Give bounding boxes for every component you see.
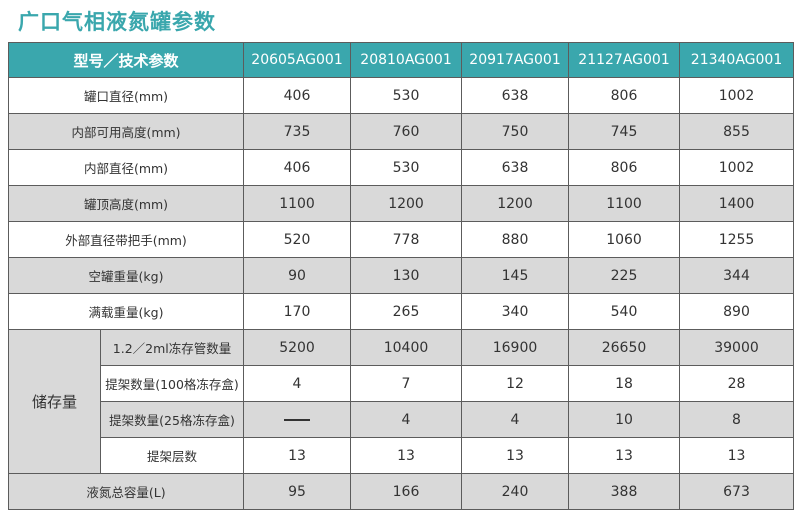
cell: 13 [568, 437, 681, 474]
cell: 1200 [461, 185, 570, 222]
cell: 13 [243, 437, 352, 474]
cell: 95 [243, 473, 352, 510]
cell: 745 [568, 113, 681, 150]
cell: 12 [461, 365, 570, 402]
cell: 265 [350, 293, 463, 330]
cell: 673 [679, 473, 795, 510]
row-label: 内部直径(mm) [7, 149, 245, 186]
row-label: 空罐重量(kg) [7, 257, 245, 294]
row-label: 提架层数 [99, 437, 245, 474]
row-label: 外部直径带把手(mm) [7, 221, 245, 258]
cell: 1060 [568, 221, 681, 258]
model-header: 21340AG001 [679, 42, 795, 78]
cell: 90 [243, 257, 352, 294]
cell: 540 [568, 293, 681, 330]
table-row: 液氮总容量(L) 95 166 240 388 673 [7, 473, 795, 510]
cell: 8 [679, 401, 795, 438]
cell: 530 [350, 77, 463, 114]
table-row: 提架层数 13 13 13 13 13 [9, 437, 795, 474]
cell: 26650 [568, 329, 681, 366]
table-row: 提架数量(100格冻存盒) 4 7 12 18 28 [9, 365, 795, 402]
cell: 1002 [679, 149, 795, 186]
row-label: 罐顶高度(mm) [7, 185, 245, 222]
table-row: 内部直径(mm) 406 530 638 806 1002 [7, 149, 795, 186]
cell: 1255 [679, 221, 795, 258]
cell: 806 [568, 77, 681, 114]
cell: 13 [461, 437, 570, 474]
table-row: 储存量 1.2／2ml冻存管数量 5200 10400 16900 26650 … [8, 329, 795, 474]
cell: 638 [461, 149, 570, 186]
row-label: 罐口直径(mm) [7, 77, 245, 114]
empty-dash-cell [243, 401, 352, 438]
cell: 18 [568, 365, 681, 402]
row-label: 内部可用高度(mm) [7, 113, 245, 150]
cell: 638 [461, 77, 570, 114]
cell: 340 [461, 293, 570, 330]
row-label: 液氮总容量(L) [7, 473, 245, 510]
cell: 750 [461, 113, 570, 150]
row-label: 1.2／2ml冻存管数量 [99, 329, 245, 366]
cell: 388 [568, 473, 681, 510]
cell: 5200 [243, 329, 352, 366]
cell: 1200 [350, 185, 463, 222]
cell: 166 [350, 473, 463, 510]
cell: 4 [461, 401, 570, 438]
cell: 28 [679, 365, 795, 402]
cell: 406 [243, 77, 352, 114]
cell: 1100 [243, 185, 352, 222]
cell: 806 [568, 149, 681, 186]
cell: 530 [350, 149, 463, 186]
row-label: 提架数量(25格冻存盒) [99, 401, 245, 438]
cell: 240 [461, 473, 570, 510]
table-row: 罐顶高度(mm) 1100 1200 1200 1100 1400 [7, 185, 795, 222]
table-row: 提架数量(25格冻存盒) 4 4 10 8 [9, 401, 795, 438]
model-header: 20917AG001 [461, 42, 570, 78]
cell: 39000 [679, 329, 795, 366]
cell: 778 [350, 221, 463, 258]
cell: 880 [461, 221, 570, 258]
storage-group-label: 储存量 [8, 329, 101, 474]
param-header: 型号／技术参数 [7, 42, 245, 78]
cell: 4 [243, 365, 352, 402]
table-row: 罐口直径(mm) 406 530 638 806 1002 [7, 77, 795, 114]
table-row: 内部可用高度(mm) 735 760 750 745 855 [7, 113, 795, 150]
cell: 1400 [679, 185, 795, 222]
cell: 406 [243, 149, 352, 186]
cell: 1002 [679, 77, 795, 114]
table-row: 空罐重量(kg) 90 130 145 225 344 [7, 257, 795, 294]
cell: 4 [350, 401, 463, 438]
cell: 130 [350, 257, 463, 294]
cell: 7 [350, 365, 463, 402]
cell: 1100 [568, 185, 681, 222]
cell: 890 [679, 293, 795, 330]
model-header: 20810AG001 [350, 42, 463, 78]
table-row: 满载重量(kg) 170 265 340 540 890 [7, 293, 795, 330]
model-header: 20605AG001 [243, 42, 352, 78]
cell: 10 [568, 401, 681, 438]
cell: 344 [679, 257, 795, 294]
model-header: 21127AG001 [568, 42, 681, 78]
cell: 10400 [350, 329, 463, 366]
header-row: 型号／技术参数 20605AG001 20810AG001 20917AG001… [7, 42, 795, 78]
cell: 520 [243, 221, 352, 258]
cell: 225 [568, 257, 681, 294]
page-title: 广口气相液氮罐参数 [18, 10, 216, 34]
cell: 16900 [461, 329, 570, 366]
dash-mark [284, 418, 311, 421]
cell: 855 [679, 113, 795, 150]
cell: 760 [350, 113, 463, 150]
spec-table: 型号／技术参数 20605AG001 20810AG001 20917AG001… [7, 42, 795, 510]
cell: 170 [243, 293, 352, 330]
row-label: 满载重量(kg) [7, 293, 245, 330]
row-label: 提架数量(100格冻存盒) [99, 365, 245, 402]
cell: 145 [461, 257, 570, 294]
cell: 13 [350, 437, 463, 474]
cell: 13 [679, 437, 795, 474]
table-row: 外部直径带把手(mm) 520 778 880 1060 1255 [7, 221, 795, 258]
cell: 735 [243, 113, 352, 150]
